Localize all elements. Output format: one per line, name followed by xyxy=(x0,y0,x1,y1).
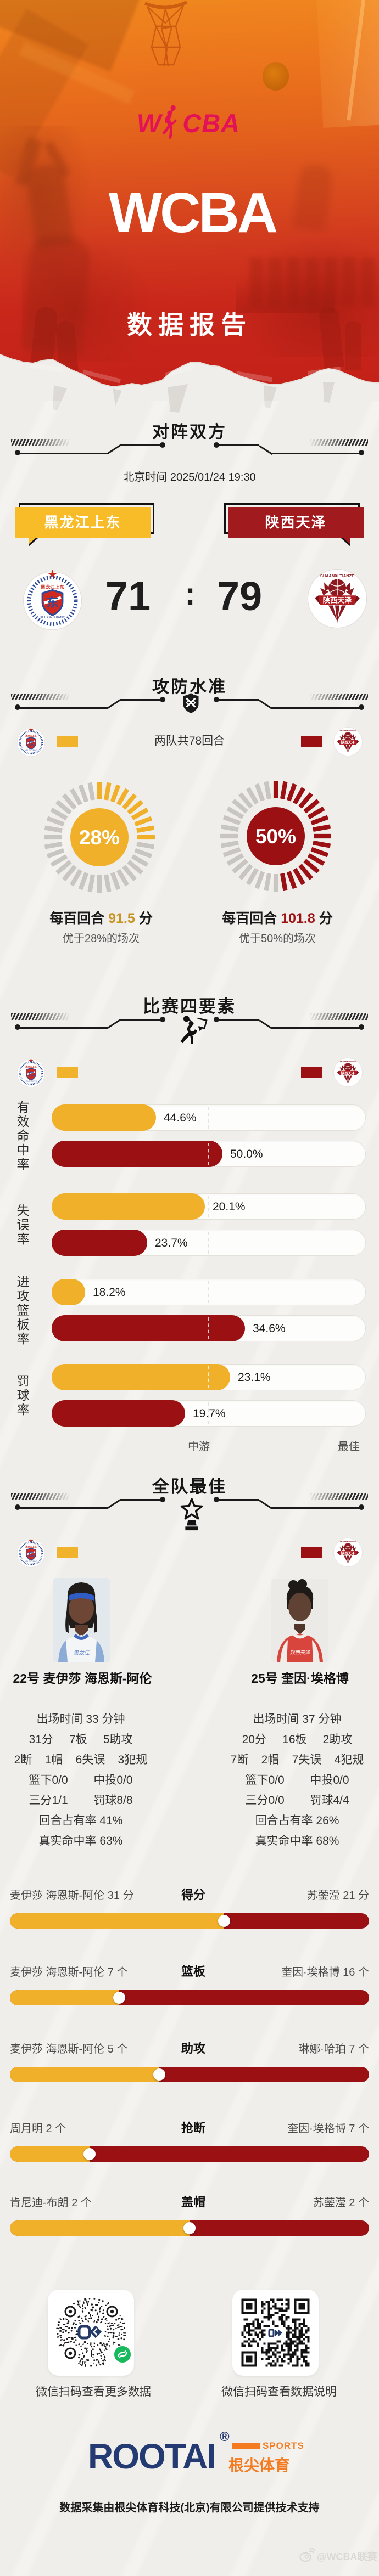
svg-text:50%: 50% xyxy=(255,825,296,848)
svg-text:黑龙江: 黑龙江 xyxy=(73,1650,90,1656)
svg-text:陕西天泽: 陕西天泽 xyxy=(290,1650,310,1655)
svg-text:28%: 28% xyxy=(79,826,120,849)
